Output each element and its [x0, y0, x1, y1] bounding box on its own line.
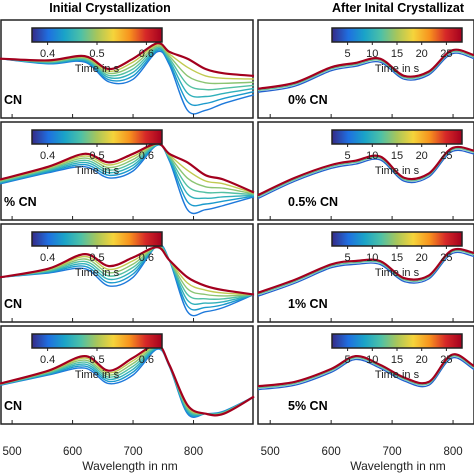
spectrum-line — [0, 45, 255, 85]
spectrum-line — [257, 355, 474, 389]
spectrum-line — [257, 145, 474, 197]
panel-initial-2: 0.4 0.5 0.6 Time in s CN — [0, 223, 255, 323]
colorbar-gradient — [331, 129, 463, 145]
colorbar-gradient — [331, 27, 463, 43]
spectrum-line — [0, 47, 255, 98]
colorbar-tick-label: 0.4 — [40, 150, 55, 162]
panel-label-after: 5% CN — [288, 399, 328, 413]
panel-label-initial: CN — [4, 297, 22, 311]
spectrum-line — [257, 148, 474, 198]
spectrum-line — [0, 46, 255, 91]
panel-label-after: 1% CN — [288, 297, 328, 311]
panel-label-after: 0.5% CN — [288, 195, 338, 209]
panel-label-initial: CN — [4, 93, 22, 107]
colorbar-tick-label: 10 — [366, 150, 378, 162]
colorbar-tick-label: 0.4 — [40, 48, 55, 60]
colorbar-tick-label: 20 — [416, 150, 428, 162]
spectrum-line — [0, 246, 255, 296]
x-tick-label: 800 — [443, 446, 462, 458]
panel-after-3: 5 10 15 20 25 Time in s 5% CN — [257, 325, 474, 425]
spectrum-line — [0, 42, 255, 77]
colorbar-tick-label: 10 — [366, 252, 378, 264]
colorbar-tick-label: 0.5 — [89, 252, 104, 264]
spectrum-line — [257, 48, 474, 90]
colorbar-gradient — [31, 333, 163, 349]
panel-initial-1: 0.4 0.5 0.6 Time in s % CN — [0, 121, 255, 221]
colorbar-tick-label: 0.4 — [40, 354, 55, 366]
spectrum-line — [0, 50, 255, 115]
x-tick-label: 600 — [63, 446, 82, 458]
colorbar-label: Time in s — [375, 165, 420, 177]
colorbar-tick-label: 0.5 — [89, 150, 104, 162]
spectrum-line — [257, 52, 474, 93]
colorbar-gradient — [331, 231, 463, 247]
x-axis-label-right: Wavelength in nm — [350, 459, 446, 473]
colorbar-label: Time in s — [75, 63, 120, 75]
x-tick-label: 600 — [322, 446, 341, 458]
colorbar-gradient — [331, 333, 463, 349]
colorbar-tick-label: 5 — [345, 150, 351, 162]
x-tick-label: 700 — [383, 446, 402, 458]
panel-label-after: 0% CN — [288, 93, 328, 107]
spectrum-line — [257, 149, 474, 200]
colorbar-tick-label: 25 — [440, 252, 452, 264]
spectrum-line — [257, 353, 474, 388]
x-axis-label-left: Wavelength in nm — [82, 459, 178, 473]
spectrum-line — [257, 251, 474, 297]
panel-label-initial: % CN — [4, 195, 37, 209]
colorbar-label: Time in s — [75, 369, 120, 381]
panel-initial-3: 0.4 0.5 0.6 Time in s CN — [0, 325, 255, 425]
colorbar-gradient — [31, 129, 163, 145]
title-initial-crystallization: Initial Crystallization — [49, 1, 171, 15]
colorbar-label: Time in s — [375, 267, 420, 279]
panel-label-initial: CN — [4, 399, 22, 413]
colorbar-tick-label: 25 — [440, 150, 452, 162]
panel-after-2: 5 10 15 20 25 Time in s 1% CN — [257, 223, 474, 323]
colorbar-tick-label: 15 — [391, 48, 403, 60]
colorbar-tick-label: 20 — [416, 354, 428, 366]
colorbar-tick-label: 0.6 — [139, 252, 154, 264]
colorbar-tick-label: 10 — [366, 354, 378, 366]
colorbar-tick-label: 15 — [391, 252, 403, 264]
x-tick-label: 800 — [184, 446, 203, 458]
colorbar-gradient — [31, 231, 163, 247]
colorbar-tick-label: 0.6 — [139, 48, 154, 60]
colorbar-tick-label: 15 — [391, 354, 403, 366]
colorbar-tick-label: 15 — [391, 150, 403, 162]
colorbar-tick-label: 20 — [416, 48, 428, 60]
colorbar-tick-label: 25 — [440, 354, 452, 366]
title-after-initial-crystallization: After Inital Crystallizat — [332, 1, 465, 15]
colorbar-tick-label: 0.4 — [40, 252, 55, 264]
panel-grid: 0.4 0.5 0.6 Time in s CN 5 10 15 20 25 Time in s 0%… — [0, 19, 474, 425]
x-tick-label: 500 — [261, 446, 280, 458]
colorbar-label: Time in s — [75, 165, 120, 177]
colorbar-tick-label: 0.5 — [89, 48, 104, 60]
spectrum-line — [257, 357, 474, 391]
spectrum-line — [257, 250, 474, 296]
colorbar-tick-label: 0.6 — [139, 150, 154, 162]
colorbar-gradient — [31, 27, 163, 43]
colorbar-tick-label: 0.6 — [139, 354, 154, 366]
panel-initial-0: 0.4 0.5 0.6 Time in s CN — [0, 19, 255, 119]
panel-after-0: 5 10 15 20 25 Time in s 0% CN — [257, 19, 474, 119]
colorbar-label: Time in s — [75, 267, 120, 279]
spectrum-line — [0, 49, 255, 107]
colorbar-tick-label: 20 — [416, 252, 428, 264]
x-tick-label: 500 — [3, 446, 22, 458]
spectrum-line — [257, 247, 474, 294]
colorbar-label: Time in s — [375, 63, 420, 75]
colorbar-tick-label: 0.5 — [89, 354, 104, 366]
x-tick-label: 700 — [123, 446, 142, 458]
colorbar-label: Time in s — [375, 369, 420, 381]
panel-after-1: 5 10 15 20 25 Time in s 0.5% CN — [257, 121, 474, 221]
colorbar-tick-label: 5 — [345, 354, 351, 366]
x-axis-ticks: 500 600 700 800 500 600 700 800 — [3, 446, 463, 458]
spectrum-line — [257, 50, 474, 92]
colorbar-tick-label: 10 — [366, 48, 378, 60]
colorbar-tick-label: 25 — [440, 48, 452, 60]
colorbar-tick-label: 5 — [345, 252, 351, 264]
colorbar-tick-label: 5 — [345, 48, 351, 60]
